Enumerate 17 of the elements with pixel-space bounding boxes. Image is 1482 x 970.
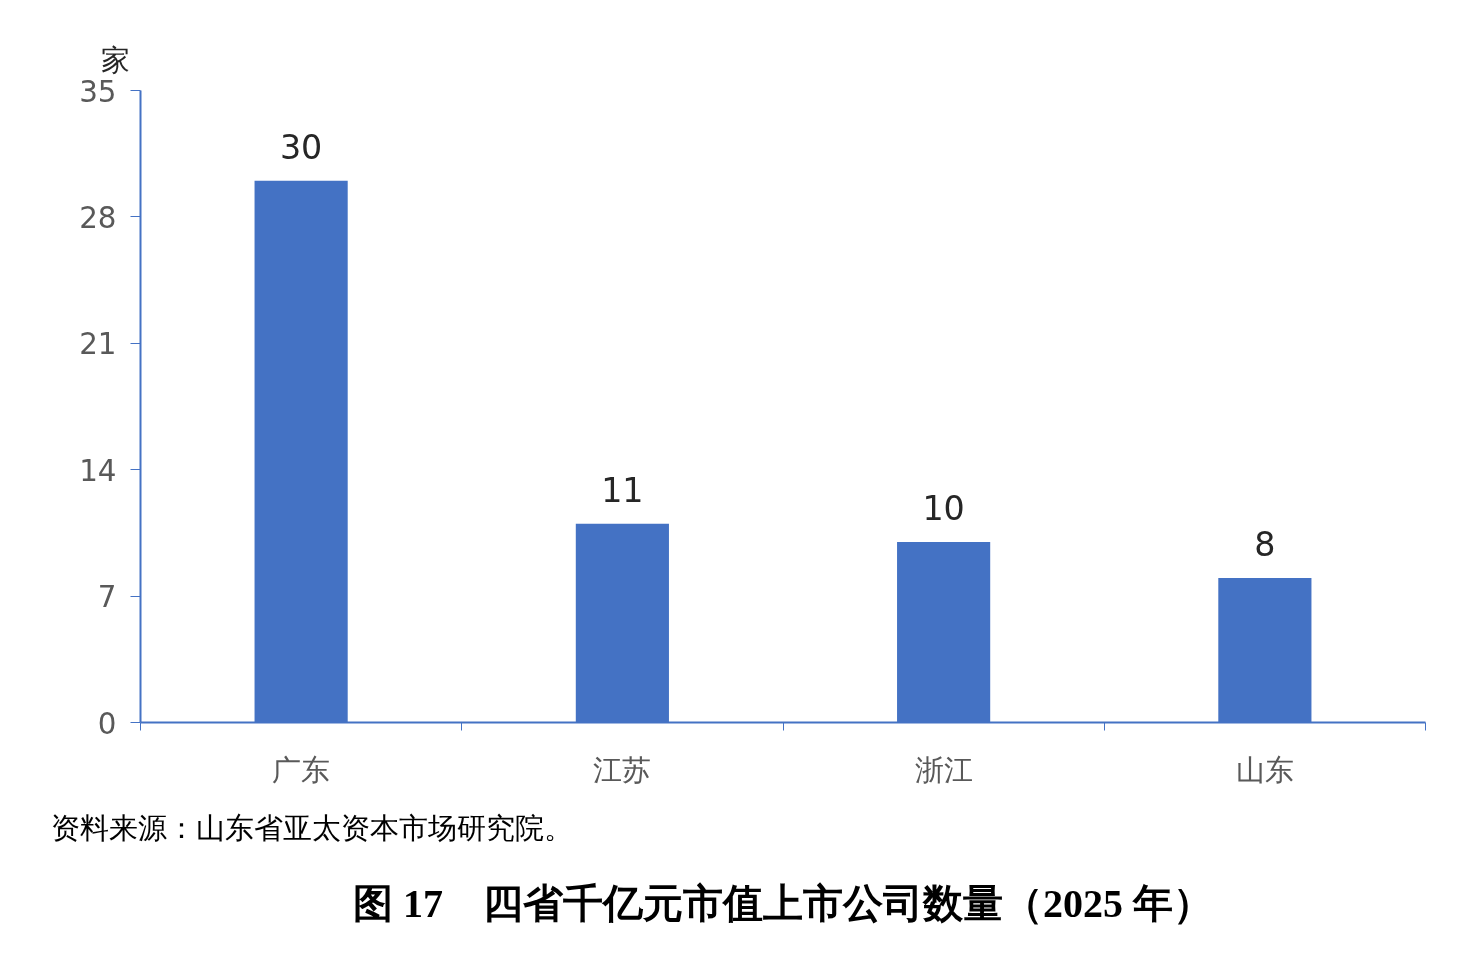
x-tick-label: 广东 [272, 752, 331, 787]
y-tick-label: 0 [97, 706, 117, 741]
x-tick-label: 浙江 [914, 752, 973, 787]
data-label: 30 [279, 127, 323, 167]
x-tick-label: 江苏 [593, 752, 652, 787]
y-tick-label: 14 [79, 453, 117, 488]
data-label: 8 [1254, 525, 1276, 565]
y-axis-title: 家 [100, 42, 130, 76]
data-label: 11 [601, 470, 644, 510]
y-tick-label: 21 [79, 327, 117, 362]
y-tick-label: 35 [79, 74, 117, 109]
data-label: 10 [922, 488, 965, 528]
y-tick-label: 7 [97, 580, 117, 615]
y-tick-label: 28 [79, 200, 117, 235]
text: 资料来源：山东省亚太资本市场研究院。 [50, 811, 573, 844]
x-tick-label: 山东 [1235, 752, 1294, 787]
text: 图 17 四省千亿元市值上市公司数量（2025 年） [353, 880, 1213, 926]
